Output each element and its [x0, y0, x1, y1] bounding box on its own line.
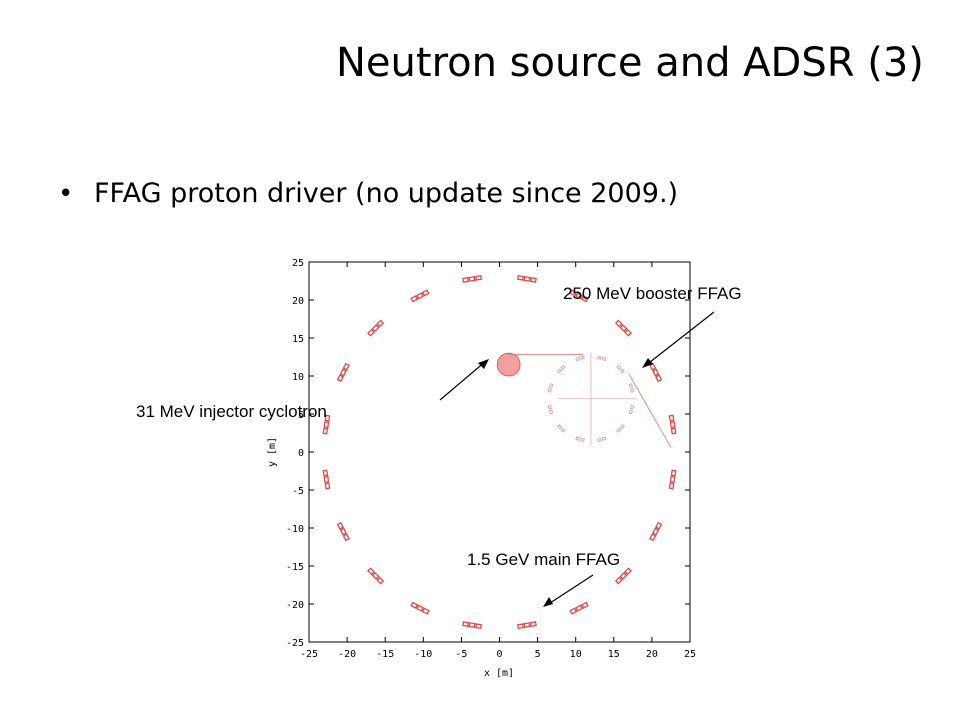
annotation-main-ffag: 1.5 GeV main FFAG: [467, 550, 620, 569]
main-ring-magnet: [649, 521, 663, 542]
x-tick-label: 15: [608, 649, 620, 660]
y-tick-label: -25: [286, 638, 304, 649]
x-tick-label: 10: [570, 649, 582, 660]
plot-frame: [308, 261, 691, 643]
main-ring-magnet: [649, 362, 663, 383]
bullet-text: FFAG proton driver (no update since 2009…: [94, 178, 679, 209]
main-ring-magnet: [410, 601, 430, 615]
main-ring-magnet: [517, 621, 537, 630]
x-tick-label: 25: [684, 649, 696, 660]
main-ring-magnet: [322, 414, 331, 435]
y-tick-label: 25: [292, 258, 304, 269]
booster-ring-magnet: [575, 355, 585, 362]
x-tick-label: -5: [455, 649, 467, 660]
y-tick-label: -5: [292, 486, 304, 497]
main-ring-magnet: [367, 567, 385, 585]
y-tick-label: 10: [292, 372, 304, 383]
main-ring-magnet: [336, 362, 350, 383]
bullet-dot: •: [58, 179, 74, 209]
main-ring-magnet: [569, 601, 589, 615]
main-ring-magnet: [569, 289, 589, 303]
y-axis-label: y [m]: [267, 437, 278, 467]
booster-ring-magnet: [616, 424, 625, 433]
main-ring-magnet: [517, 274, 537, 283]
extraction-line: [628, 373, 672, 448]
x-axis-label: x [m]: [484, 668, 514, 679]
booster-ring-magnet: [575, 436, 585, 443]
booster-ring-magnet: [628, 404, 635, 415]
main-ring-magnet: [668, 414, 677, 435]
booster-ring-magnet: [597, 355, 607, 362]
y-tick-label: -15: [286, 562, 304, 573]
booster-ring-magnet: [597, 436, 607, 443]
main-ring-magnet: [462, 621, 482, 630]
booster-ring-magnet: [556, 424, 566, 433]
main-ring-magnet: [614, 567, 632, 585]
x-tick-label: 20: [646, 649, 658, 660]
main-ring-magnet: [367, 319, 385, 337]
arrowhead-main-ffag: [543, 597, 553, 607]
main-ring-magnet: [410, 289, 430, 303]
y-tick-label: 15: [292, 334, 304, 345]
injector-cyclotron: [496, 352, 521, 377]
y-tick-label: -10: [286, 524, 304, 535]
slide-title: Neutron source and ADSR (3): [336, 40, 924, 86]
booster-ring-magnet: [616, 364, 625, 374]
main-ring-magnet: [614, 319, 632, 337]
booster-ring-magnet: [556, 364, 566, 374]
arrowhead-booster: [642, 358, 653, 368]
annotation-booster: 250 MeV booster FFAG: [563, 284, 742, 303]
main-ring-magnet: [462, 274, 482, 283]
x-tick-label: 0: [496, 649, 502, 660]
x-tick-label: -20: [338, 649, 356, 660]
x-tick-label: 5: [535, 649, 541, 660]
x-tick-label: -10: [414, 649, 432, 660]
y-tick-label: 20: [292, 296, 304, 307]
main-ring-magnet: [336, 521, 350, 542]
y-tick-label: 0: [298, 448, 304, 459]
arrowhead-cyclotron: [478, 359, 489, 369]
annotation-cyclotron: 31 MeV injector cyclotron: [136, 402, 327, 421]
y-tick-label: 5: [298, 410, 304, 421]
y-tick-label: -20: [286, 600, 304, 611]
arrow-main-ffag: [546, 574, 594, 606]
booster-ring-magnet: [547, 383, 554, 393]
bullet-item: • FFAG proton driver (no update since 200…: [58, 178, 678, 209]
booster-ring-magnet: [628, 383, 635, 393]
x-tick-label: -15: [376, 649, 394, 660]
arrow-booster: [644, 311, 715, 367]
main-ring-magnet: [668, 469, 677, 490]
arrow-cyclotron: [439, 360, 487, 401]
main-ring-magnet: [322, 469, 331, 490]
booster-ring-magnet: [547, 404, 554, 415]
x-tick-label: -25: [300, 649, 318, 660]
